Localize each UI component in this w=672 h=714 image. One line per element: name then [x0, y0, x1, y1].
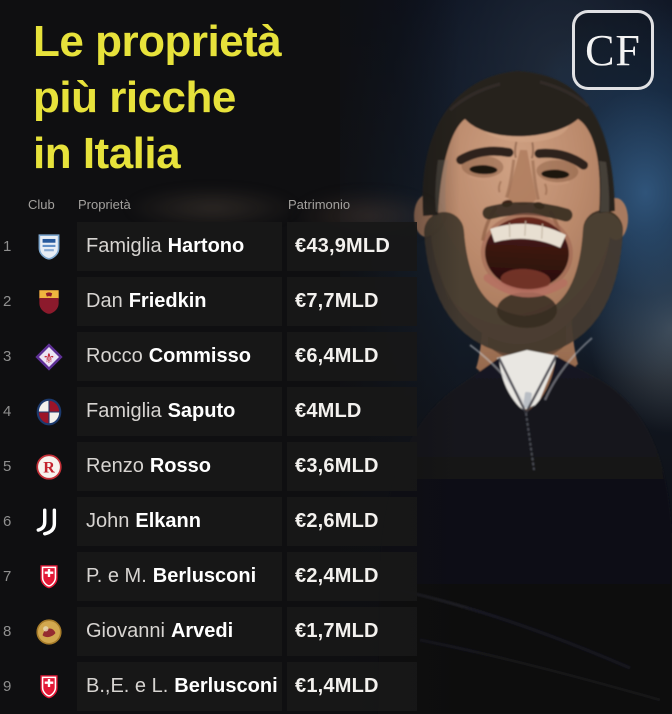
table-rows: 1 Famiglia Hartono €43,9MLD 2 Dan Friedk… [0, 222, 420, 714]
owner-cell: Famiglia Hartono [77, 222, 282, 271]
wealth-cell: €7,7MLD [287, 277, 417, 326]
row-rank: 9 [3, 678, 12, 695]
owner-cell: P. e M. Berlusconi [77, 552, 282, 601]
bologna-badge-icon [21, 387, 77, 436]
wealth-cell: €1,7MLD [287, 607, 417, 656]
table-row: 9 B.,E. e L. Berlusconi €1,4MLD [0, 662, 420, 711]
owner-cell: Dan Friedkin [77, 277, 282, 326]
owner-cell: B.,E. e L. Berlusconi [77, 662, 282, 711]
juventus-badge-icon [21, 497, 77, 546]
table-row: 7 P. e M. Berlusconi €2,4MLD [0, 552, 420, 601]
fiorentina-badge-icon: ⚜ [21, 332, 77, 381]
wealth-cell: €2,6MLD [287, 497, 417, 546]
header-wealth: Patrimonio [288, 197, 351, 212]
owner-last-name: Saputo [167, 400, 236, 422]
header-club: Club [28, 197, 55, 212]
row-rank: 6 [3, 513, 12, 530]
row-rank: 7 [3, 568, 12, 585]
row-rank: 1 [3, 238, 12, 255]
wealth-value: €43,9MLD [295, 235, 390, 257]
owner-first-name: Dan [86, 290, 123, 312]
table-row: 4 Famiglia Saputo €4MLD [0, 387, 420, 436]
table-row: 3 ⚜ Rocco Commisso €6,4MLD [0, 332, 420, 381]
vicenza-badge-icon: R [21, 442, 77, 491]
wealth-value: €1,4MLD [295, 675, 379, 697]
row-rank: 5 [3, 458, 12, 475]
owner-first-name: Giovanni [86, 620, 165, 642]
wealth-value: €3,6MLD [295, 455, 379, 477]
wealth-value: €6,4MLD [295, 345, 379, 367]
svg-text:R: R [43, 459, 55, 476]
wealth-value: €7,7MLD [295, 290, 379, 312]
cremonese-badge-icon [21, 607, 77, 656]
wealth-value: €2,6MLD [295, 510, 379, 532]
page-title: Le proprietà più ricche in Italia [33, 14, 282, 182]
wealth-cell: €3,6MLD [287, 442, 417, 491]
wealth-value: €1,7MLD [295, 620, 379, 642]
wealth-cell: €1,4MLD [287, 662, 417, 711]
cf-brand-logo: CF [572, 10, 654, 90]
wealth-cell: €2,4MLD [287, 552, 417, 601]
row-rank: 4 [3, 403, 12, 420]
row-rank: 8 [3, 623, 12, 640]
table-column-headers: Club Proprietà Patrimonio [0, 197, 414, 215]
owner-cell: John Elkann [77, 497, 282, 546]
monza-badge-icon [21, 662, 77, 711]
table-row: 5 R Renzo Rosso €3,6MLD [0, 442, 420, 491]
owner-last-name: Commisso [148, 345, 251, 367]
owner-cell: Rocco Commisso [77, 332, 282, 381]
owner-last-name: Berlusconi [174, 675, 278, 697]
owner-last-name: Rosso [149, 455, 211, 477]
title-line-2: più ricche [33, 73, 236, 122]
table-row: 6 John Elkann €2,6MLD [0, 497, 420, 546]
row-rank: 2 [3, 293, 12, 310]
monza-badge-icon [21, 552, 77, 601]
owner-first-name: Renzo [86, 455, 144, 477]
owner-last-name: Friedkin [128, 290, 207, 312]
owner-cell: Famiglia Saputo [77, 387, 282, 436]
owner-first-name: Rocco [86, 345, 143, 367]
cf-logo-text: CF [585, 25, 641, 75]
como-badge-icon [21, 222, 77, 271]
table-row: 1 Famiglia Hartono €43,9MLD [0, 222, 420, 271]
table-row: 8 Giovanni Arvedi €1,7MLD [0, 607, 420, 656]
roma-badge-icon [21, 277, 77, 326]
row-rank: 3 [3, 348, 12, 365]
owner-first-name: John [86, 510, 130, 532]
table-row: 2 Dan Friedkin €7,7MLD [0, 277, 420, 326]
wealth-value: €2,4MLD [295, 565, 379, 587]
owner-last-name: Berlusconi [152, 565, 257, 587]
svg-text:⚜: ⚜ [43, 350, 55, 366]
owner-first-name: B.,E. e L. [86, 675, 169, 697]
owner-last-name: Elkann [135, 510, 201, 532]
owner-first-name: Famiglia [86, 235, 162, 257]
wealth-cell: €43,9MLD [287, 222, 417, 271]
title-line-3: in Italia [33, 129, 181, 178]
owner-last-name: Arvedi [170, 620, 234, 642]
header-owner: Proprietà [78, 197, 131, 212]
wealth-cell: €6,4MLD [287, 332, 417, 381]
owner-last-name: Hartono [167, 235, 245, 257]
owner-first-name: P. e M. [86, 565, 147, 587]
title-line-1: Le proprietà [33, 17, 282, 66]
owner-cell: Giovanni Arvedi [77, 607, 282, 656]
owner-cell: Renzo Rosso [77, 442, 282, 491]
owner-first-name: Famiglia [86, 400, 162, 422]
wealth-cell: €4MLD [287, 387, 417, 436]
wealth-value: €4MLD [295, 400, 362, 422]
